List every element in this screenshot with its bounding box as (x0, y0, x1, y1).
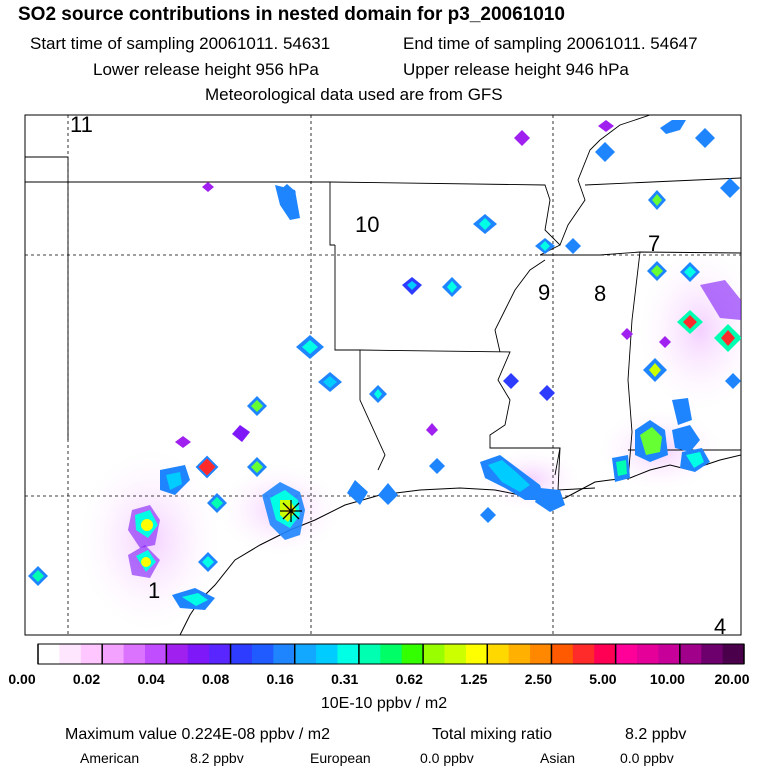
colorbar (37, 643, 745, 665)
lat-lon-grid (25, 115, 741, 635)
met-data-label: Meteorological data used are from GFS (205, 85, 503, 104)
colorbar-swatch (594, 644, 617, 664)
colorbar-unit-label: 10E-10 ppbv / m2 (321, 695, 447, 712)
region-label-9: 9 (538, 280, 550, 305)
colorbar-tick-label: 0.04 (137, 671, 164, 687)
colorbar-swatch (38, 644, 60, 664)
start-time-label: Start time of sampling 20061011. 54631 (30, 34, 331, 53)
colorbar-swatch (530, 644, 552, 664)
colorbar-swatch (80, 644, 103, 664)
american-label: American (80, 750, 140, 766)
colorbar-tick-label: 0.62 (396, 671, 423, 687)
colorbar-tick-label: 0.31 (331, 671, 358, 687)
colorbar-swatch (358, 644, 381, 664)
colorbar-swatch (401, 644, 424, 664)
colorbar-swatch (722, 644, 745, 664)
colorbar-swatch (59, 644, 82, 664)
colorbar-swatch (465, 644, 488, 664)
colorbar-tick-label: 20.00 (714, 671, 749, 687)
colorbar-swatch (380, 644, 403, 664)
european-value: 0.0 ppbv (420, 750, 474, 766)
map-content: 11 10 7 9 8 1 4 (25, 112, 741, 639)
colorbar-swatch (423, 644, 445, 664)
chart-title: SO2 source contributions in nested domai… (18, 4, 565, 25)
lower-height-label: Lower release height 956 hPa (93, 60, 319, 79)
region-label-4: 4 (714, 614, 726, 639)
state-boundaries (25, 115, 741, 491)
end-time-label: End time of sampling 20061011. 54647 (403, 34, 698, 53)
colorbar-swatch (294, 644, 317, 664)
asian-value: 0.0 ppbv (620, 750, 674, 766)
colorbar-tick-label: 2.50 (525, 671, 552, 687)
colorbar-swatch (273, 644, 296, 664)
colorbar-tick-labels: 0.00 0.02 0.04 0.08 0.16 0.31 0.62 1.25 2.50 5.00… (8, 671, 749, 687)
colorbar-swatch (637, 644, 659, 664)
colorbar-swatch (102, 644, 125, 664)
colorbar-swatch (444, 644, 467, 664)
region-label-8: 8 (594, 281, 606, 306)
coastline (179, 454, 741, 635)
colorbar-swatch (679, 644, 702, 664)
colorbar-swatch (487, 644, 510, 664)
asian-label: Asian (540, 750, 576, 766)
colorbar-tick-label: 1.25 (460, 671, 487, 687)
colorbar-tick-label: 0.08 (202, 671, 229, 687)
region-label-7: 7 (648, 231, 660, 256)
colorbar-swatch (701, 644, 724, 664)
colorbar-swatch (658, 644, 681, 664)
concentration-plumes (28, 120, 741, 610)
max-value-label: Maximum value 0.224E-08 ppbv / m2 (65, 726, 331, 743)
colorbar-swatch (508, 644, 531, 664)
colorbar-swatch (230, 644, 253, 664)
colorbar-swatch (209, 644, 232, 664)
region-label-10: 10 (355, 212, 379, 237)
colorbar-tick-label: 5.00 (589, 671, 616, 687)
colorbar-swatch (316, 644, 339, 664)
region-label-1: 1 (148, 578, 160, 603)
colorbar-swatch (572, 644, 595, 664)
colorbar-swatch (337, 644, 360, 664)
receptor-marker (280, 500, 302, 522)
colorbar-swatch (187, 644, 210, 664)
total-mixing-ratio-label: Total mixing ratio (432, 726, 553, 743)
colorbar-swatch (166, 644, 189, 664)
european-label: European (310, 750, 371, 766)
upper-height-label: Upper release height 946 hPa (403, 60, 629, 79)
colorbar-tick-label: 0.16 (267, 671, 294, 687)
colorbar-tick-label: 0.00 (8, 671, 35, 687)
region-label-11: 11 (70, 112, 93, 137)
colorbar-tick-label: 10.00 (650, 671, 685, 687)
american-value: 8.2 ppbv (190, 750, 244, 766)
total-mixing-ratio-value: 8.2 ppbv (625, 726, 687, 743)
colorbar-swatch (615, 644, 638, 664)
colorbar-swatch (123, 644, 146, 664)
colorbar-swatch (144, 644, 167, 664)
colorbar-swatch (551, 644, 574, 664)
colorbar-swatch (251, 644, 274, 664)
colorbar-tick-label: 0.02 (73, 671, 100, 687)
